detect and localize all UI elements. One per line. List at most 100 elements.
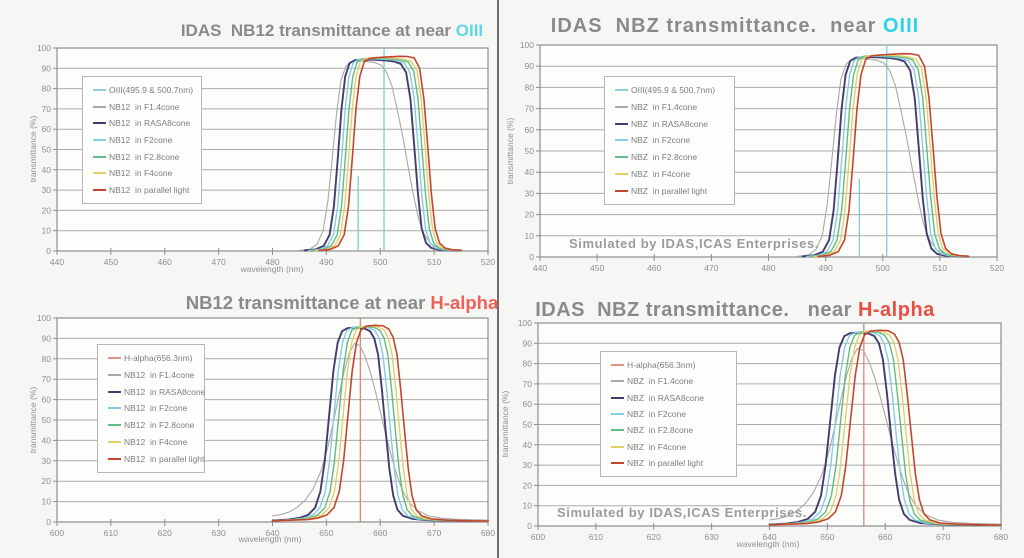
legend-swatch [611, 461, 624, 464]
y-tick-label: 60 [523, 399, 533, 409]
y-tick-label: 0 [46, 246, 51, 256]
x-tick-label: 620 [647, 532, 661, 542]
x-tick-label: 510 [933, 263, 947, 273]
chart-title-text: IDAS NBZ transmittance. near [535, 299, 858, 321]
plot-border [56, 47, 489, 252]
x-tick-label: 500 [373, 257, 387, 267]
series-nb12-in-f4cone [314, 56, 462, 252]
series-nb12-in-rasa8cone [303, 58, 463, 252]
legend-label: NB12 in F1.4cone [109, 101, 180, 112]
y-tick-label: 90 [525, 61, 535, 71]
x-tick-label: 460 [158, 257, 172, 267]
y-tick-label: 10 [42, 226, 52, 236]
x-tick-label: 630 [705, 532, 719, 542]
legend-item: NBZ in F2cone [611, 409, 736, 419]
series-nb12-in-f1-4cone [271, 342, 489, 521]
chart-title-text: IDAS NB12 transmittance at near [180, 21, 456, 40]
legend-swatch [108, 357, 121, 360]
x-axis-label: wavelength (nm) [240, 264, 304, 274]
x-tick-label: 650 [820, 532, 834, 542]
y-tick-label: 0 [527, 521, 532, 531]
y-tick-label: 50 [42, 145, 52, 155]
chart-title: NB12 transmittance at near H-alpha [186, 293, 499, 313]
chart-title: IDAS NB12 transmittance at near OIII [181, 22, 483, 39]
y-tick-label: 40 [523, 440, 533, 450]
legend-item: NBZ in F4cone [611, 442, 736, 452]
series-nbz-in-parallel-light [768, 329, 1002, 526]
legend-swatch [93, 172, 106, 175]
y-tick-label: 80 [42, 354, 52, 364]
legend-label: OIII(495.9 & 500.7nm) [631, 85, 716, 96]
x-tick-label: 640 [762, 532, 776, 542]
x-tick-label: 630 [212, 528, 226, 538]
legend-label: NB12 in parallel light [109, 184, 190, 195]
y-tick-label: 100 [520, 40, 534, 50]
y-tick-label: 10 [523, 501, 533, 511]
legend-label: NB12 in F2cone [109, 134, 173, 145]
x-axis-label: wavelength (nm) [238, 534, 302, 544]
y-tick-label: 30 [42, 185, 52, 195]
legend-label: NBZ in parallel light [627, 457, 704, 468]
plot-border [537, 322, 1002, 527]
y-tick-label: 100 [518, 318, 532, 328]
y-tick-label: 50 [42, 415, 52, 425]
y-tick-label: 30 [523, 460, 533, 470]
legend-swatch [93, 155, 106, 158]
legend-label: NBZ in F4cone [627, 441, 687, 452]
legend-item: NB12 in F4cone [93, 168, 201, 178]
legend-item: OIII(495.9 & 500.7nm) [615, 85, 734, 95]
legend-swatch [611, 445, 624, 448]
series-nb12-in-f2cone [271, 326, 489, 522]
legend-item: NBZ in parallel light [615, 186, 734, 196]
legend-label: NB12 in F2.8cone [109, 151, 180, 162]
y-tick-label: 100 [37, 313, 51, 323]
legend-item: OIII(495.9 & 500.7nm) [93, 85, 201, 95]
legend-item: NB12 in parallel light [108, 454, 204, 464]
legend-item: NBZ in F4cone [615, 169, 734, 179]
y-tick-label: 70 [42, 374, 52, 384]
legend-item: NBZ in F2.8cone [615, 152, 734, 162]
x-tick-label: 500 [876, 263, 890, 273]
x-tick-label: 520 [481, 257, 495, 267]
y-tick-label: 20 [525, 210, 535, 220]
legend-swatch [611, 396, 624, 399]
legend-swatch [615, 189, 628, 192]
legend-swatch [611, 364, 624, 367]
legend-label: NBZ in F2cone [627, 408, 687, 419]
chart-nb12-halpha-plot: 0 10 20 30 40 50 60 70 80 90 100 600 610 620 630 640 650… [37, 313, 496, 538]
x-axis-label: wavelength (nm) [736, 539, 800, 549]
x-tick-label: 620 [158, 528, 172, 538]
legend-swatch [611, 380, 624, 383]
x-tick-label: 670 [427, 528, 441, 538]
chart-title-accent: OIII [455, 21, 484, 40]
x-tick-label: 470 [704, 263, 718, 273]
y-axis-label: transmittance (%) [28, 115, 38, 183]
series-nb12-in-parallel-light [271, 324, 489, 522]
x-tick-label: 610 [104, 528, 118, 538]
legend-label: NB12 in RASA8cone [124, 386, 206, 397]
legend-label: NB12 in F2.8cone [124, 420, 195, 431]
legend-swatch [615, 122, 628, 125]
y-tick-label: 40 [42, 165, 52, 175]
chart-title-text: IDAS NBZ transmittance. near [550, 15, 883, 37]
y-tick-label: 20 [42, 205, 52, 215]
y-tick-label: 40 [525, 167, 535, 177]
legend: H-alpha(656.3nm) NBZ in F1.4cone NBZ in RA… [600, 351, 737, 477]
legend-label: NB12 in F2cone [124, 403, 188, 414]
legend-item: NB12 in parallel light [93, 185, 201, 195]
y-tick-label: 100 [37, 43, 51, 53]
y-tick-label: 30 [525, 188, 535, 198]
legend-swatch [108, 407, 121, 410]
chart-title-accent: OIII [882, 15, 920, 37]
x-tick-label: 600 [531, 532, 545, 542]
y-tick-label: 60 [525, 125, 535, 135]
x-tick-label: 440 [533, 263, 547, 273]
legend-swatch [93, 122, 106, 125]
x-tick-label: 450 [104, 257, 118, 267]
legend-item: NBZ in RASA8cone [611, 393, 736, 403]
x-tick-label: 650 [319, 528, 333, 538]
legend-swatch [108, 424, 121, 427]
y-tick-label: 0 [529, 252, 534, 262]
legend-item: NB12 in F2cone [108, 403, 204, 413]
